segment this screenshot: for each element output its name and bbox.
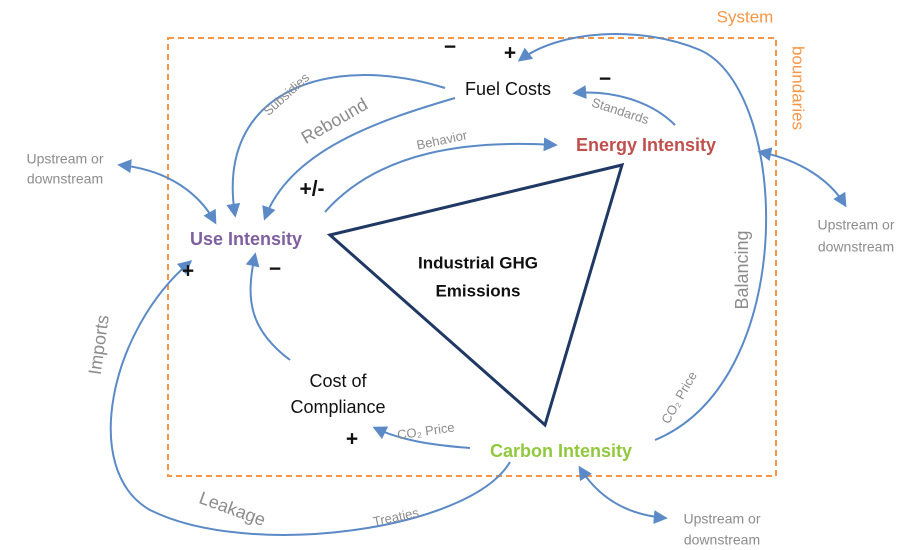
sign: +: [182, 260, 194, 283]
node-label: Compliance: [290, 397, 385, 417]
sign: +: [504, 42, 516, 65]
external-label: downstream: [818, 239, 894, 255]
external-label: Upstream or: [683, 511, 760, 527]
node-label: Fuel Costs: [465, 79, 551, 99]
center-label: Emissions: [435, 281, 520, 300]
edge-label: CO₂ Price: [396, 420, 455, 443]
sign: +/-: [299, 178, 324, 201]
arrow-external: [757, 147, 847, 208]
edge-label: Balancing: [732, 230, 752, 309]
external-label: downstream: [27, 171, 103, 187]
edge-label: Behavior: [415, 127, 469, 152]
edge-label: Rebound: [298, 94, 371, 148]
edge-label: Imports: [85, 314, 113, 376]
external-label: Upstream or: [817, 217, 894, 233]
arrow-subsidies: [226, 74, 446, 218]
edge-label: Standards: [590, 95, 651, 128]
sign: +: [346, 428, 358, 451]
arrow-co2-price: [372, 426, 471, 449]
arrow-rebound: [262, 97, 456, 221]
sign: −: [444, 36, 456, 59]
boundary-subtitle: boundaries: [789, 46, 808, 130]
boundary-title: System: [717, 7, 774, 26]
sign: −: [599, 68, 611, 91]
edge-label: Treaties: [371, 505, 420, 529]
arrow-imports: [109, 260, 511, 536]
node-label: Energy Intensity: [576, 135, 716, 155]
arrow-balancing: [517, 32, 768, 441]
external-label: downstream: [684, 532, 760, 548]
external-label: Upstream or: [26, 151, 103, 167]
sign: −: [269, 258, 281, 281]
arrow-standards: [572, 85, 676, 126]
arrow-external: [117, 159, 217, 225]
arrow-behavior: [324, 137, 558, 213]
edge-label: Subsidies: [260, 69, 312, 118]
node-label: Use Intensity: [190, 229, 302, 249]
system-boundary: [167, 37, 777, 477]
center-label: Industrial GHG: [418, 253, 538, 272]
arrow-external: [578, 465, 668, 525]
triangle: [326, 162, 625, 428]
edge-label: CO₂ Price: [658, 369, 700, 427]
node-label: Carbon Intensity: [490, 441, 632, 461]
arrow-compliance: [245, 252, 291, 361]
node-label: Cost of: [309, 371, 367, 391]
edge-label: Leakage: [197, 488, 269, 530]
